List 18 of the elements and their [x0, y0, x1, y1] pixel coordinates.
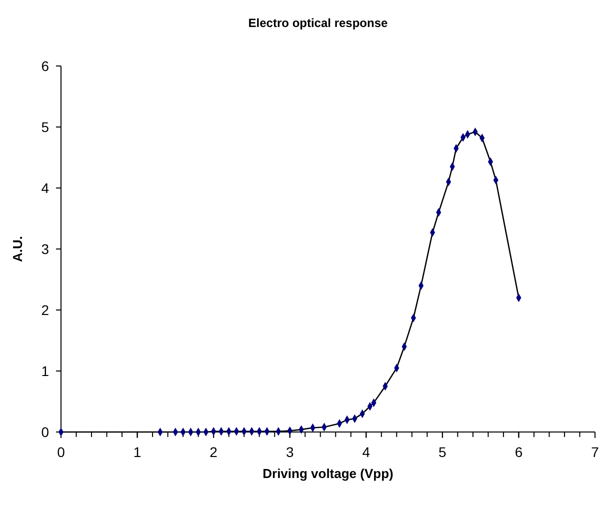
- x-tick-label: 0: [57, 444, 66, 460]
- y-axis-title: A.U.: [10, 236, 25, 262]
- y-tick-label: 4: [41, 180, 50, 196]
- y-tick-label: 5: [41, 119, 50, 135]
- y-tick-label: 1: [41, 363, 50, 379]
- y-tick-label: 3: [41, 241, 50, 257]
- y-tick-label: 2: [41, 302, 50, 318]
- x-tick-label: 3: [286, 444, 294, 460]
- x-tick-label: 6: [514, 444, 523, 460]
- x-axis-title: Driving voltage (Vpp): [262, 466, 394, 481]
- chart-title: Electro optical response: [248, 16, 388, 30]
- x-tick-label: 1: [133, 444, 142, 460]
- x-tick-label: 2: [210, 444, 218, 460]
- y-tick-label: 6: [41, 58, 50, 74]
- x-tick-label: 5: [438, 444, 447, 460]
- x-tick-label: 7: [591, 444, 600, 460]
- y-tick-label: 0: [41, 424, 50, 440]
- x-tick-label: 4: [362, 444, 370, 460]
